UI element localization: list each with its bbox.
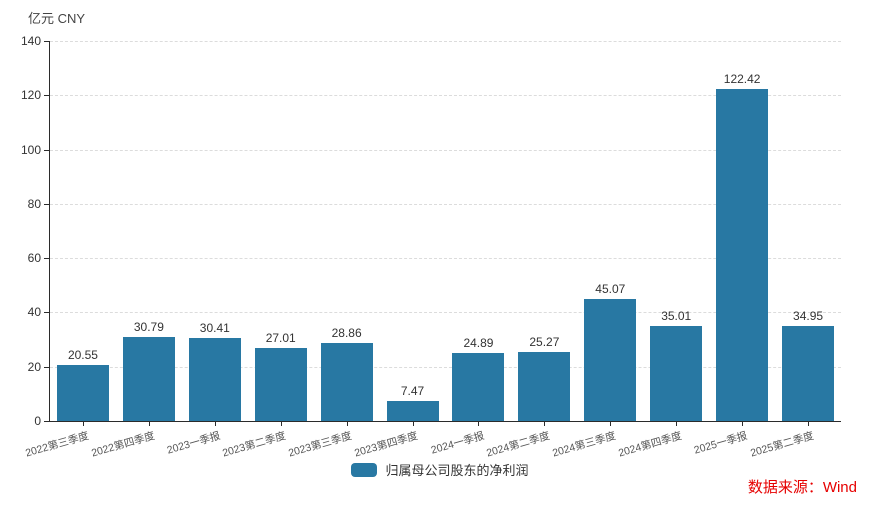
legend-item-net-profit[interactable]: 归属母公司股东的净利润	[351, 460, 529, 479]
bar-2023一季报[interactable]	[188, 338, 241, 421]
x-axis-label: 2025第二季度	[748, 429, 815, 460]
x-tick-mark	[412, 421, 414, 426]
x-tick-mark	[214, 421, 216, 426]
bar-2024第三季度[interactable]	[584, 298, 637, 421]
gridline	[50, 95, 841, 97]
x-axis-label: 2023第四季度	[353, 429, 420, 460]
y-tick-mark	[44, 421, 49, 422]
legend-swatch	[351, 462, 378, 477]
x-axis-label: 2022第四季度	[89, 429, 156, 460]
x-tick-mark	[82, 421, 84, 426]
plot-area: 20.55 2022第三季度 30.79 2022第四季度 30.41 2023一季报 27…	[24, 41, 841, 459]
x-tick-mark	[478, 421, 480, 426]
x-tick-mark	[346, 421, 348, 426]
y-tick-mark	[44, 366, 49, 368]
x-axis-label: 2023第二季度	[221, 429, 288, 460]
x-axis-label: 2023一季报	[165, 429, 222, 457]
bar-2024第二季度[interactable]	[518, 352, 571, 421]
x-tick-mark	[742, 421, 744, 426]
y-tick-label: 80	[27, 196, 41, 211]
y-tick-mark	[44, 258, 49, 260]
y-tick-mark	[44, 312, 49, 314]
bar-2025一季报[interactable]	[716, 88, 769, 421]
x-axis-label: 2024第四季度	[616, 429, 684, 460]
y-tick-mark	[44, 203, 49, 205]
bar-value-label: 30.79	[133, 320, 164, 335]
x-tick-mark	[280, 421, 282, 426]
legend: 归属母公司股东的净利润	[0, 460, 880, 479]
bar-2023第三季度[interactable]	[320, 342, 373, 421]
bar-value-label: 122.42	[723, 71, 761, 86]
gridline	[50, 149, 841, 151]
gridline	[50, 366, 841, 368]
y-tick-label: 40	[27, 305, 41, 320]
y-axis-unit-label: 亿元 CNY	[28, 11, 86, 26]
bar-2024第四季度[interactable]	[650, 325, 703, 421]
bar-2023第四季度[interactable]	[386, 400, 439, 421]
x-tick-mark	[676, 421, 678, 426]
x-tick-mark	[610, 421, 612, 426]
x-axis-label: 2024第三季度	[551, 429, 618, 460]
legend-label: 归属母公司股东的净利润	[385, 463, 529, 478]
bar-value-label: 7.47	[400, 383, 425, 398]
bar-2024一季报[interactable]	[452, 353, 505, 421]
bar-value-label: 35.01	[661, 308, 692, 323]
x-axis-label: 2022第三季度	[23, 429, 90, 460]
y-tick-mark	[44, 95, 49, 97]
y-tick-label: 20	[27, 359, 41, 374]
bar-value-label: 27.01	[265, 330, 296, 345]
y-tick-label: 140	[20, 34, 41, 48]
x-axis-label: 2023第三季度	[287, 429, 354, 460]
x-tick-mark	[148, 421, 150, 426]
gridline	[50, 41, 841, 42]
gridline	[50, 312, 841, 314]
bar-2025第二季度[interactable]	[782, 326, 835, 421]
x-axis-label: 2024第二季度	[485, 429, 552, 460]
x-axis-label: 2024一季报	[429, 429, 486, 457]
bar-2022第三季度[interactable]	[56, 365, 109, 421]
bar-2022第四季度[interactable]	[122, 337, 175, 421]
y-tick-label: 120	[20, 88, 41, 103]
x-tick-mark	[808, 421, 810, 426]
gridline	[50, 203, 841, 205]
gridline	[50, 258, 841, 260]
bar-value-label: 30.41	[199, 321, 230, 336]
bar-value-label: 20.55	[67, 348, 98, 363]
x-tick-mark	[544, 421, 546, 426]
y-tick-mark	[44, 41, 49, 42]
y-tick-label: 100	[20, 142, 41, 157]
y-tick-label: 0	[34, 414, 41, 428]
bar-2023第二季度[interactable]	[254, 347, 307, 421]
x-axis-label: 2025一季报	[692, 429, 749, 457]
bar-value-label: 34.95	[793, 309, 824, 324]
y-tick-label: 60	[27, 251, 41, 266]
bar-value-label: 45.07	[595, 281, 626, 296]
y-tick-mark	[44, 149, 49, 151]
data-source-credit: 数据来源：Wind	[747, 479, 857, 496]
bar-value-label: 28.86	[331, 325, 362, 340]
bar-value-label: 25.27	[529, 335, 560, 350]
bar-value-label: 24.89	[463, 336, 494, 351]
